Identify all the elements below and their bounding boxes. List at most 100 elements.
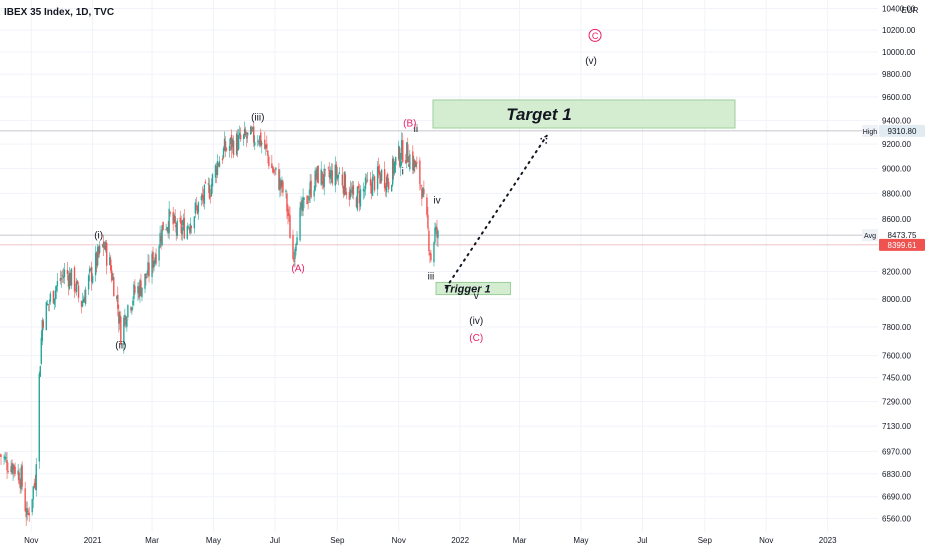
candle-down xyxy=(0,454,2,465)
candle-up xyxy=(10,460,12,475)
candle-body xyxy=(210,184,213,197)
wave-label: (i) xyxy=(94,230,103,241)
candle-body xyxy=(225,148,228,151)
candle-body xyxy=(341,174,344,186)
candle-down xyxy=(272,165,274,174)
candle-up xyxy=(218,156,221,168)
target-zone[interactable]: Target 1 xyxy=(432,99,736,129)
time-axis[interactable]: Nov 2021 Mar May Jul Sep Nov 2022 Mar May Jul Sep No… xyxy=(24,536,837,545)
candle-body xyxy=(28,512,30,516)
candle-up xyxy=(98,241,101,258)
candle-body xyxy=(144,273,146,289)
candle-body xyxy=(358,190,361,204)
candle-body xyxy=(267,150,269,156)
candle-body xyxy=(14,466,16,474)
candle-body xyxy=(309,182,311,195)
candle-body xyxy=(45,302,48,331)
candle-body xyxy=(111,270,113,281)
candle-body xyxy=(196,206,199,214)
candle-down xyxy=(245,132,248,147)
candle-down xyxy=(162,221,164,231)
candle-up xyxy=(102,243,104,248)
currency-label[interactable]: EUR xyxy=(902,6,919,15)
candle-down xyxy=(416,156,418,170)
candle-up xyxy=(391,155,394,187)
candle-up xyxy=(261,140,263,154)
candle-body xyxy=(356,186,359,210)
candle-down xyxy=(430,249,432,263)
candle-body xyxy=(405,159,407,164)
candle-body xyxy=(416,162,418,164)
candle-body xyxy=(94,252,97,276)
candle-up xyxy=(200,192,203,207)
time-tick-label: Mar xyxy=(513,536,527,545)
candle-body xyxy=(118,312,120,324)
candle-body xyxy=(20,467,22,490)
candle-up xyxy=(238,125,241,139)
candle-body xyxy=(60,278,63,280)
candle-body xyxy=(0,454,1,455)
candle-down xyxy=(97,245,100,258)
candle-down xyxy=(69,270,72,286)
candle-body xyxy=(141,287,143,298)
candle-body xyxy=(224,141,227,152)
zone-layer[interactable]: Target 1 Trigger 1 xyxy=(432,99,736,296)
candle-body xyxy=(285,190,287,192)
candle-body xyxy=(274,169,276,171)
projection-arrow-line xyxy=(445,134,548,289)
candle-up xyxy=(364,173,367,196)
price-tick-label: 7600.00 xyxy=(882,352,911,361)
candle-body xyxy=(77,285,80,298)
candle-down xyxy=(130,306,132,313)
time-tick-label: May xyxy=(573,536,588,545)
candle-body xyxy=(266,143,268,149)
candle-down xyxy=(306,194,308,205)
candle-down xyxy=(52,290,55,304)
candle-up xyxy=(35,457,37,497)
candle-body xyxy=(355,197,358,208)
candle-down xyxy=(412,145,414,174)
candle-body xyxy=(253,126,255,143)
candle-body xyxy=(214,165,217,178)
wave-label-red: (B) xyxy=(403,118,416,129)
candle-body xyxy=(334,164,336,186)
candle-body xyxy=(235,133,238,155)
trigger-zone[interactable]: Trigger 1 xyxy=(435,281,511,296)
candle-body xyxy=(116,295,118,299)
candle-body xyxy=(428,230,430,252)
candle-body xyxy=(414,160,416,167)
candle-down xyxy=(260,128,262,148)
candle-down xyxy=(18,468,20,485)
candle-up xyxy=(187,224,189,230)
price-axis[interactable]: 6560.00 6690.00 6830.00 6970.00 7130.00 7290.… xyxy=(862,4,925,523)
candle-up xyxy=(254,135,256,150)
trigger-zone-label: Trigger 1 xyxy=(444,284,491,296)
last-price-tag-bg xyxy=(879,238,925,251)
candle-up xyxy=(371,170,374,197)
candle-body xyxy=(39,366,41,377)
candle-up xyxy=(189,217,192,235)
candle-body xyxy=(106,242,108,266)
candle-body xyxy=(313,190,315,197)
candle-down xyxy=(348,186,351,207)
wave-label: (v) xyxy=(585,56,597,67)
time-tick-label: Sep xyxy=(698,536,713,545)
candle-body xyxy=(162,221,164,231)
price-tick-label: 6690.00 xyxy=(882,493,911,502)
candle-body xyxy=(236,134,239,151)
candle-down xyxy=(286,191,288,219)
candle-body xyxy=(211,174,214,187)
candle-body xyxy=(180,220,182,233)
candle-up xyxy=(89,267,92,272)
candle-body xyxy=(201,194,204,198)
candle-down xyxy=(253,121,255,147)
candle-body xyxy=(96,246,99,266)
candle-body xyxy=(132,300,134,306)
candle-body xyxy=(362,188,365,192)
candle-down xyxy=(274,168,276,176)
candle-up xyxy=(242,133,245,146)
candle-body xyxy=(166,227,168,230)
candle-down xyxy=(117,286,119,317)
